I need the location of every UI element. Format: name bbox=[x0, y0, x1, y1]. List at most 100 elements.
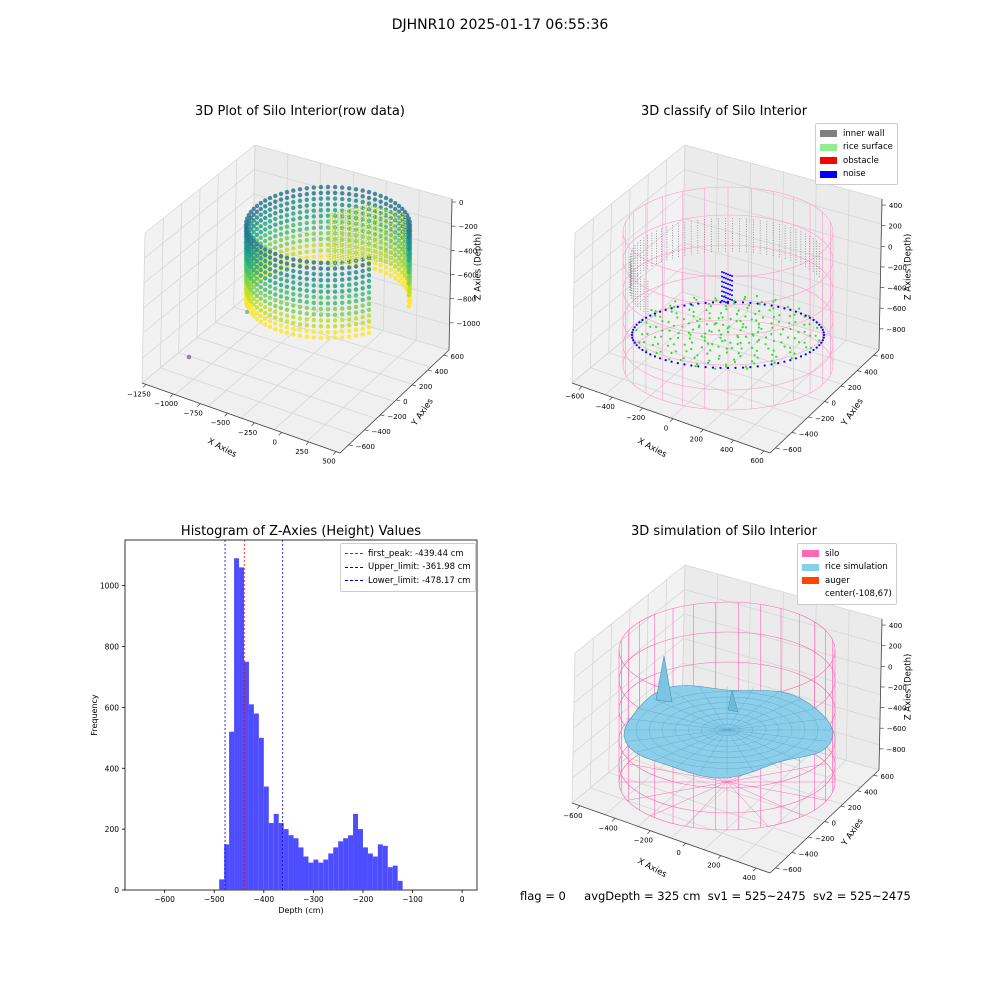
legend-label: center(-108,67) bbox=[825, 589, 892, 600]
figure-title: DJHNR10 2025-01-17 06:55:36 bbox=[391, 17, 609, 33]
data-point bbox=[304, 186, 309, 191]
data-point bbox=[263, 281, 268, 287]
rice-surface-point bbox=[761, 316, 765, 319]
rice-surface-point bbox=[690, 341, 694, 344]
rice-surface-point bbox=[788, 314, 791, 318]
data-point bbox=[251, 267, 256, 273]
data-point bbox=[340, 306, 345, 311]
histogram-bar bbox=[353, 813, 359, 890]
noise-point bbox=[731, 284, 733, 287]
data-point bbox=[340, 312, 345, 317]
noise-point bbox=[731, 294, 733, 297]
rice-surface-point bbox=[753, 354, 756, 357]
data-point bbox=[267, 313, 273, 318]
noise-point bbox=[729, 288, 731, 291]
rice-surface-point bbox=[655, 326, 658, 329]
x-tick bbox=[278, 432, 282, 436]
data-point bbox=[311, 191, 316, 196]
data-point bbox=[267, 213, 273, 218]
histogram-bar bbox=[283, 829, 289, 890]
rice-surface-point bbox=[691, 304, 695, 307]
legend-line bbox=[345, 553, 363, 555]
z-tick-label: −1000 bbox=[457, 320, 481, 328]
data-point bbox=[318, 289, 324, 294]
x-tick bbox=[647, 830, 651, 834]
x-tick-label: −600 bbox=[565, 393, 584, 401]
data-point bbox=[304, 232, 309, 237]
rice-surface-point bbox=[789, 351, 792, 354]
legend-item-obstacle: obstacle bbox=[820, 154, 893, 168]
data-point bbox=[251, 313, 256, 319]
noise-point bbox=[704, 366, 707, 369]
data-point bbox=[311, 317, 316, 323]
data-point bbox=[360, 268, 365, 274]
data-point bbox=[278, 232, 284, 237]
noise-point bbox=[711, 366, 715, 369]
rice-surface-point bbox=[685, 350, 688, 353]
data-point bbox=[311, 225, 316, 231]
rice-surface-point bbox=[729, 317, 732, 320]
rice-surface-point bbox=[805, 346, 808, 349]
data-point bbox=[332, 278, 338, 283]
data-point bbox=[372, 191, 378, 197]
data-point bbox=[267, 242, 273, 247]
data-point bbox=[311, 208, 316, 213]
x-tick-label: 0 bbox=[664, 425, 668, 433]
rice-surface-point bbox=[746, 367, 749, 370]
data-point bbox=[273, 193, 278, 199]
rice-surface-point bbox=[733, 360, 737, 364]
data-point bbox=[366, 230, 372, 235]
data-point bbox=[278, 300, 284, 305]
noise-point bbox=[727, 273, 729, 276]
rice-surface-point bbox=[809, 346, 813, 350]
data-point bbox=[258, 313, 263, 319]
data-point bbox=[273, 303, 278, 309]
data-point bbox=[340, 335, 345, 340]
data-point bbox=[263, 264, 268, 269]
data-point bbox=[284, 255, 290, 261]
noise-point bbox=[721, 271, 723, 273]
data-point bbox=[244, 226, 249, 231]
grid-line bbox=[254, 144, 453, 200]
simulation-surface bbox=[618, 601, 836, 831]
data-point bbox=[297, 281, 303, 286]
data-point bbox=[311, 306, 316, 311]
rice-surface-point bbox=[736, 334, 739, 337]
data-point bbox=[340, 329, 345, 334]
auger-peak bbox=[727, 689, 739, 713]
noise-point bbox=[676, 362, 679, 365]
x-tick-label: 500 bbox=[322, 458, 335, 466]
noise-point bbox=[723, 281, 725, 284]
rice-surface-point bbox=[717, 357, 720, 360]
data-point bbox=[325, 190, 331, 195]
data-point bbox=[311, 271, 316, 277]
data-point bbox=[291, 223, 296, 228]
z-tick-label: −400 bbox=[458, 247, 477, 255]
data-point bbox=[297, 258, 303, 263]
data-point bbox=[254, 226, 260, 232]
x-tick bbox=[611, 818, 616, 822]
sv2-text: sv2 = 525~2475 bbox=[812, 889, 911, 903]
data-point bbox=[366, 313, 372, 318]
legend-patch bbox=[820, 170, 837, 178]
data-point bbox=[347, 282, 352, 287]
data-point bbox=[297, 210, 303, 215]
legend-item-center: center(-108,67) bbox=[802, 588, 892, 602]
data-point bbox=[383, 195, 389, 201]
noise-point bbox=[711, 301, 715, 304]
data-point bbox=[360, 326, 365, 331]
data-point bbox=[263, 238, 268, 244]
data-point bbox=[284, 230, 290, 235]
data-point bbox=[273, 298, 278, 303]
histogram-bar bbox=[243, 661, 249, 890]
surface-mesh bbox=[726, 698, 801, 731]
data-point bbox=[248, 276, 254, 281]
data-point bbox=[251, 256, 256, 261]
noise-point bbox=[723, 271, 725, 274]
rice-surface-point bbox=[740, 347, 743, 350]
data-point bbox=[318, 190, 324, 196]
data-point bbox=[388, 273, 393, 278]
data-point bbox=[318, 202, 324, 207]
histogram-title: Histogram of Z-Axies (Height) Values bbox=[180, 524, 422, 539]
data-point bbox=[325, 225, 331, 230]
